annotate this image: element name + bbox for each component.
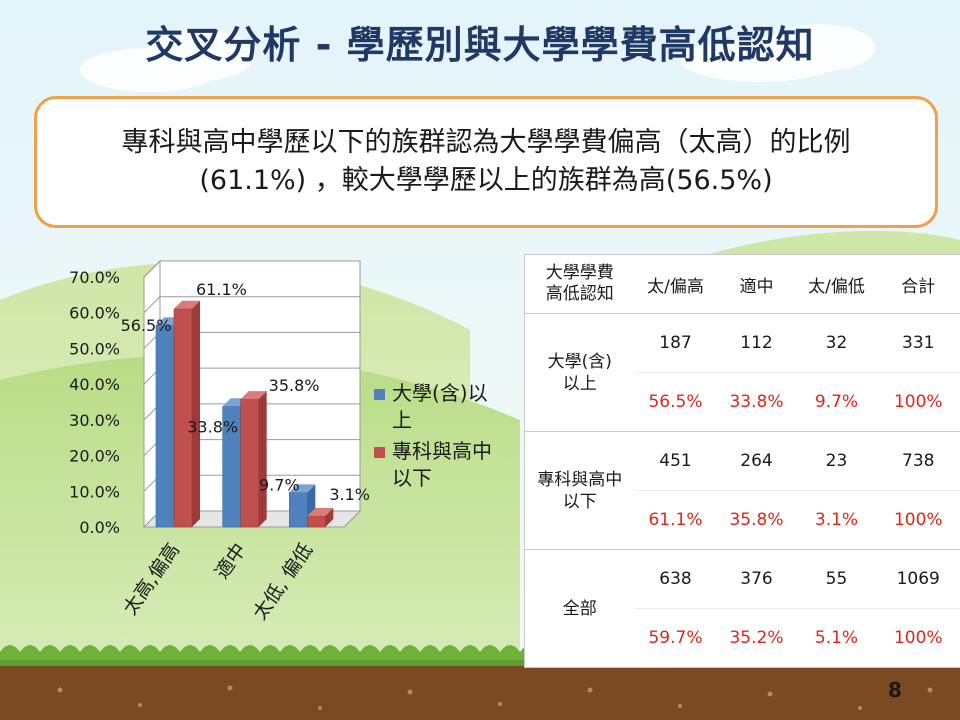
- bar: [240, 398, 259, 528]
- percent-cell: 35.2%: [729, 628, 784, 648]
- count-cell: 32: [796, 313, 877, 373]
- column-header: 太/偏高: [634, 254, 717, 314]
- y-tick-label: 70.0%: [69, 268, 120, 287]
- y-tick-label: 10.0%: [69, 482, 120, 501]
- count-cell: 738: [876, 431, 960, 491]
- count-cell: 638: [634, 549, 717, 609]
- corner-line-2: 高低認知: [545, 284, 614, 304]
- summary-callout: 專科與高中學歷以下的族群認為大學學費偏高（太高）的比例 (61.1%) ，較大學…: [34, 96, 938, 228]
- bar-side: [192, 300, 200, 527]
- row-group-label-line: 以上: [562, 373, 597, 394]
- legend-label: 上: [392, 408, 412, 432]
- row-group-label: 全部: [525, 550, 635, 668]
- table-corner-cell: 大學學費 高低認知: [524, 254, 635, 314]
- legend-swatch: [374, 389, 385, 400]
- percent-cell: 35.8%: [716, 490, 797, 550]
- callout-line-1: 專科與高中學歷以下的族群認為大學學費偏高（太高）的比例: [121, 127, 851, 158]
- data-label: 35.8%: [269, 376, 320, 395]
- column-header: 適中: [716, 254, 797, 314]
- bar-top: [289, 484, 316, 493]
- y-tick-label: 60.0%: [69, 304, 120, 323]
- row-group-label-line: 全部: [562, 598, 597, 619]
- y-tick-label: 30.0%: [69, 411, 120, 430]
- row-group-label-line: 大學(含): [547, 351, 612, 372]
- y-tick-label: 50.0%: [69, 339, 120, 358]
- percent-cell: 100%: [876, 372, 960, 432]
- count-cell: 55: [796, 549, 877, 609]
- bar: [155, 324, 175, 528]
- table-row-percent: 56.5% 33.8% 9.7% 100%: [525, 372, 960, 432]
- y-tick-label: 40.0%: [69, 375, 120, 394]
- cloud-shapes: [80, 24, 875, 92]
- data-label: 61.1%: [196, 280, 247, 299]
- count-cell: 376: [716, 549, 797, 609]
- grouped-bar-chart: 0.0% 10.0% 20.0% 30.0% 40.0% 50.0% 60.0% 70.0% 5…: [69, 259, 492, 624]
- column-header: 合計: [876, 254, 960, 314]
- count-cell: 451: [634, 431, 717, 491]
- table-row-percent: 59.7% 35.2% 5.1% 100%: [525, 609, 960, 668]
- table-row-count: 全部 638 376 55 1069: [525, 549, 960, 619]
- percent-cell: 100%: [893, 628, 943, 648]
- table-row-percent: 61.1% 35.8% 3.1% 100%: [525, 490, 960, 550]
- x-category-label: 太高,偏高: [119, 539, 184, 619]
- bar-top: [174, 300, 200, 309]
- percent-cell: 5.1%: [814, 628, 859, 648]
- count-cell: 112: [716, 313, 797, 373]
- bar: [289, 492, 308, 528]
- bar-top: [240, 391, 267, 400]
- table-row-count: 專科與高中 以下 451 264 23 738: [524, 431, 960, 550]
- data-label: 9.7%: [259, 475, 300, 494]
- percent-cell: 3.1%: [796, 490, 877, 550]
- count-cell: 331: [876, 313, 960, 373]
- data-label: 3.1%: [329, 485, 370, 504]
- data-label: 33.8%: [187, 417, 238, 436]
- percent-cell: 59.7%: [648, 628, 703, 648]
- legend-label: 以下: [392, 466, 432, 490]
- table-row-count: 大學(含) 以上 187 112 32 331: [524, 313, 960, 432]
- percent-cell: 9.7%: [796, 372, 877, 432]
- legend-label: 專科與高中: [392, 439, 492, 463]
- y-tick-label: 0.0%: [79, 518, 120, 537]
- bar-top: [307, 507, 334, 516]
- row-group-label: 大學(含) 以上: [524, 313, 635, 432]
- callout-line-2: (61.1%) ，較大學學歷以上的族群為高(56.5%): [199, 165, 773, 196]
- gridline: [143, 260, 161, 278]
- count-cell: 264: [716, 431, 797, 491]
- x-category-label: 太低, 偏低: [249, 539, 318, 624]
- bar-side: [325, 507, 334, 527]
- count-cell: 187: [634, 313, 717, 373]
- page-number: 8: [888, 678, 902, 702]
- row-group-label-line: 以下: [562, 491, 597, 512]
- count-cell: 1069: [876, 549, 960, 609]
- percent-cell: 33.8%: [716, 372, 797, 432]
- percent-cell: 100%: [876, 490, 960, 550]
- percent-cell: 61.1%: [634, 490, 717, 550]
- corner-line-1: 大學學費: [545, 263, 614, 283]
- percent-cell: 56.5%: [634, 372, 717, 432]
- bar: [307, 515, 326, 528]
- data-label: 56.5%: [121, 316, 172, 335]
- bar-side: [258, 391, 267, 527]
- row-group-label: 專科與高中 以下: [524, 431, 635, 550]
- table-header-row: 大學學費 高低認知 太/偏高 適中 太/偏低 合計: [524, 254, 960, 314]
- column-header: 太/偏低: [796, 254, 877, 314]
- cross-tab-table: 大學學費 高低認知 太/偏高 適中 太/偏低 合計 大學(含) 以上 187 1…: [524, 254, 960, 668]
- slide-title: 交叉分析 - 學歷別與大學學費高低認知: [145, 23, 815, 67]
- y-tick-label: 20.0%: [69, 447, 120, 466]
- gridline: [143, 296, 161, 314]
- legend-swatch: [374, 447, 385, 458]
- legend-label: 大學(含)以: [392, 381, 488, 405]
- x-category-label: 適中: [211, 539, 251, 583]
- count-cell: 23: [796, 431, 877, 491]
- row-group-label-line: 專科與高中: [537, 469, 623, 490]
